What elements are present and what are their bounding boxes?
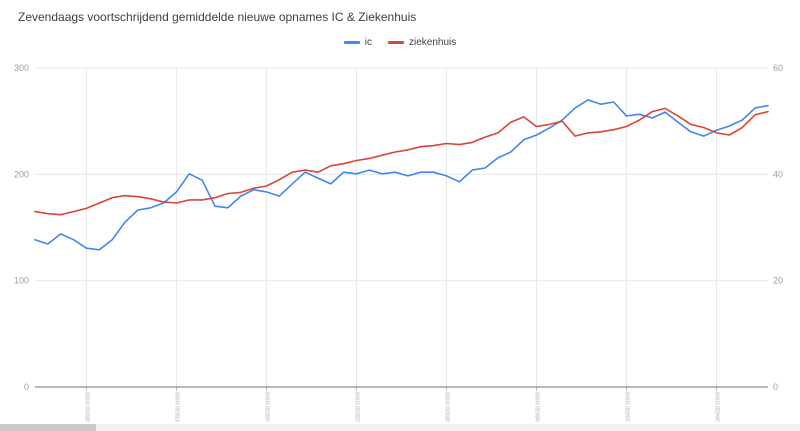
horizontal-scrollbar[interactable] xyxy=(0,424,800,431)
ziekenhuis-series-line xyxy=(34,107,769,216)
y-axis-left-label: 300 xyxy=(14,63,29,73)
y-axis-left-label: 100 xyxy=(14,276,29,286)
ziekenhuis-line-swatch-icon xyxy=(387,41,404,44)
y-axis-left-label: 0 xyxy=(24,382,29,392)
scrollbar-thumb[interactable] xyxy=(0,424,96,431)
y-axis-right-label: 40 xyxy=(773,169,783,179)
y-axis-left-label: 200 xyxy=(14,169,29,179)
x-axis-label: 11/04/2021 00:00:00 xyxy=(626,392,632,422)
x-axis-label: 28/02/2021 00:00:00 xyxy=(85,392,91,422)
x-axis-label: 14/03/2021 00:00:00 xyxy=(265,392,271,422)
y-axis-right-label: 20 xyxy=(773,276,783,286)
legend-item-ic[interactable]: ic xyxy=(343,37,372,48)
x-axis-label: 28/03/2021 00:00:00 xyxy=(446,392,452,422)
legend: ic ziekenhuis xyxy=(0,37,800,48)
legend-item-ziekenhuis[interactable]: ziekenhuis xyxy=(387,37,457,48)
legend-label-ziekenhuis: ziekenhuis xyxy=(408,37,457,48)
x-axis-label: 18/04/2021 00:00:00 xyxy=(716,392,722,422)
y-axis-right-label: 0 xyxy=(773,382,778,392)
ic-series-line xyxy=(34,99,769,251)
chart-title: Zevendaags voortschrijdend gemiddelde ni… xyxy=(18,10,417,24)
x-axis-label: 21/03/2021 00:00:00 xyxy=(355,392,361,422)
x-axis-label: 04/04/2021 00:00:00 xyxy=(536,392,542,422)
legend-label-ic: ic xyxy=(364,37,372,48)
x-axis-label: 07/03/2021 00:00:00 xyxy=(175,392,181,422)
ic-line-swatch-icon xyxy=(343,41,360,44)
y-axis-right-label: 60 xyxy=(773,63,783,73)
